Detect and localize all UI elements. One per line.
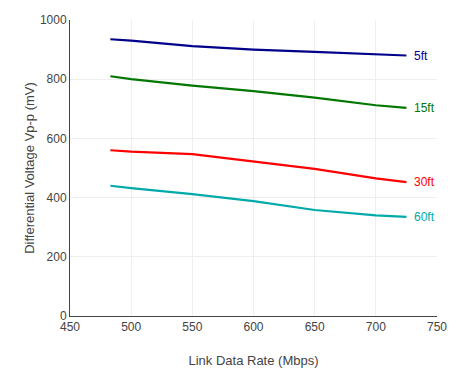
svg-text:60ft: 60ft [414,210,435,224]
svg-text:30ft: 30ft [414,175,435,189]
svg-text:5ft: 5ft [414,49,428,63]
svg-text:400: 400 [47,191,67,205]
svg-text:1000: 1000 [40,13,67,27]
svg-text:600: 600 [47,132,67,146]
svg-text:Differential Voltage Vp-p (mV): Differential Voltage Vp-p (mV) [22,82,37,254]
svg-text:200: 200 [47,250,67,264]
svg-text:700: 700 [366,320,386,334]
svg-text:800: 800 [47,72,67,86]
svg-text:550: 550 [182,320,202,334]
svg-text:15ft: 15ft [414,101,435,115]
svg-text:0: 0 [60,309,67,323]
svg-text:750: 750 [427,320,447,334]
svg-text:450: 450 [60,320,80,334]
svg-text:650: 650 [305,320,325,334]
svg-text:600: 600 [243,320,263,334]
svg-text:500: 500 [121,320,141,334]
svg-text:Link Data Rate (Mbps): Link Data Rate (Mbps) [188,353,318,368]
